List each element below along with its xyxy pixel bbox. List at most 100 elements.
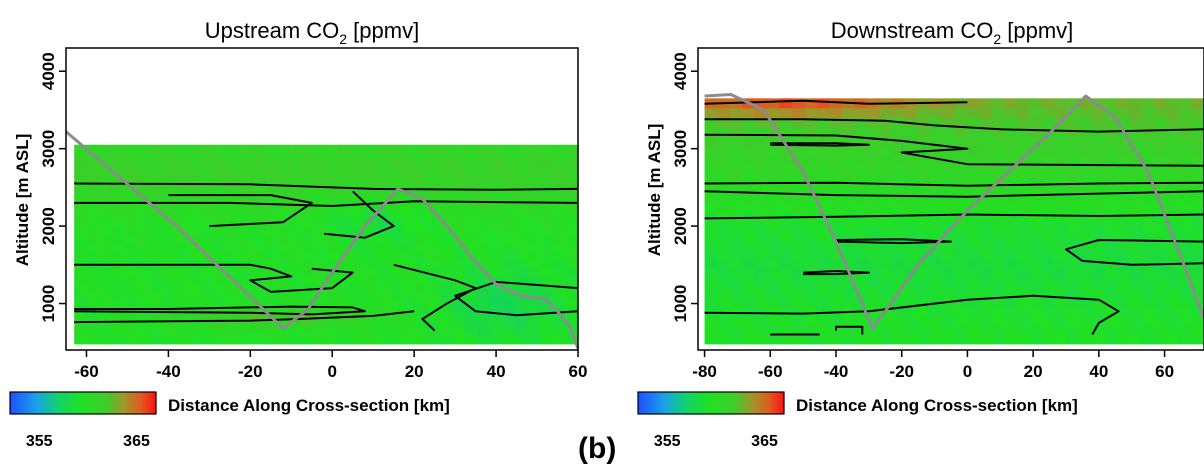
upstream-heat-cell [225,236,239,245]
upstream-heat-cell [74,167,88,177]
downstream-heat-cell [767,126,781,137]
downstream-heat-cell [717,258,731,269]
downstream-heat-cell [1029,306,1043,317]
downstream-heat-cell [804,126,818,137]
upstream-heat-cell [527,183,541,192]
downstream-heat-cell [1141,306,1155,317]
upstream-heat-cell [212,236,226,245]
upstream-heat-cell [338,236,352,245]
upstream-heat-cell [351,213,365,222]
upstream-heat-cell [351,297,365,307]
upstream-heat-cell [124,251,138,261]
upstream-heat-cell [326,305,340,314]
downstream-heat-cell [1179,277,1193,288]
upstream-heat-cell [326,213,340,222]
upstream-heat-cell [439,336,453,345]
downstream-heat-cell [754,154,768,166]
downstream-heat-cell [816,164,831,175]
downstream-heat-cell [1041,324,1055,335]
downstream-heat-cell [879,315,893,326]
downstream-heat-cell [767,249,781,260]
upstream-heat-cell [237,290,252,299]
upstream-heat-cell [338,336,352,345]
upstream-heat-cell [414,236,428,245]
downstream-heat-cell [904,287,918,298]
upstream-heat-cell [250,282,264,291]
upstream-heat-cell [439,290,453,299]
downstream-heat-cell [929,211,943,222]
upstream-heat-cell [363,297,378,307]
downstream-heat-cell [916,202,930,213]
downstream-heat-cell [891,239,905,250]
downstream-heat-cell [1066,221,1080,232]
downstream-heat-cell [1141,230,1155,241]
downstream-heat-cell [954,202,968,213]
upstream-heat-cell [99,228,113,238]
upstream-heat-cell [363,160,378,169]
upstream-heat-cell [263,221,277,230]
downstream-heat-cell [1004,154,1018,166]
upstream-heat-cell [363,290,378,299]
downstream-heat-cell [1041,173,1055,184]
upstream-heat-cell [502,267,516,276]
upstream-heat-cell [187,236,201,245]
downstream-heat-cell [1141,239,1155,250]
upstream-heat-cell [502,167,516,177]
downstream-heat-cell [754,306,768,317]
upstream-heat-cell [111,228,126,238]
upstream-heat-cell [74,282,88,291]
upstream-heat-cell [212,320,226,330]
downstream-heat-cell [1066,239,1080,250]
downstream-heat-cell [916,249,930,260]
downstream-heat-cell [866,324,880,335]
downstream-heat-cell [754,107,768,118]
downstream-heat-cell [879,173,893,184]
downstream-heat-cell [1129,239,1143,250]
downstream-heat-cell [879,183,893,194]
downstream-heat-cell [729,117,743,128]
upstream-heat-cell [351,175,365,184]
upstream-heat-cell [502,183,516,192]
upstream-heat-cell [212,282,226,291]
upstream-heat-cell [565,290,578,299]
downstream-heat-cell [1166,324,1180,335]
upstream-heat-cell [527,228,541,238]
downstream-heat-cell [954,164,968,175]
downstream-heat-cell [979,268,993,279]
upstream-heat-cell [263,144,277,154]
downstream-heat-cell [1091,268,1105,279]
downstream-heat-cell [1079,154,1093,166]
upstream-heat-cell [137,267,151,276]
upstream-heat-cell [288,336,302,345]
upstream-heat-cell [237,297,252,307]
downstream-heat-cell [804,145,818,156]
downstream-heat-cell [816,107,831,118]
upstream-heat-cell [552,313,567,322]
upstream-heat-cell [275,206,289,215]
upstream-x-axis-label: Distance Along Cross-section [km] [168,396,450,415]
downstream-heat-cell [979,126,993,137]
downstream-heat-cell [941,192,955,203]
downstream-heat-cell [904,154,918,166]
upstream-heat-cell [237,274,252,284]
downstream-heat-cell [1154,324,1168,335]
upstream-heat-cell [288,236,302,245]
upstream-heat-cell [300,313,315,322]
upstream-heat-cell [552,290,567,299]
downstream-heat-cell [829,192,843,203]
downstream-heat-cell [904,277,918,288]
upstream-heat-cell [515,267,529,276]
downstream-y-tick-label: 1000 [671,285,690,323]
downstream-heat-cell [1116,230,1130,241]
downstream-heat-cell [941,306,955,317]
downstream-heat-cell [954,334,968,345]
upstream-heat-cell [313,251,327,261]
upstream-heat-cell [565,305,578,314]
downstream-heat-cell [841,126,855,137]
downstream-heat-cell [1129,324,1143,335]
upstream-heat-cell [237,144,252,154]
upstream-heat-cell [426,228,441,238]
upstream-heat-cell [250,167,264,177]
upstream-heat-cell [200,221,214,230]
